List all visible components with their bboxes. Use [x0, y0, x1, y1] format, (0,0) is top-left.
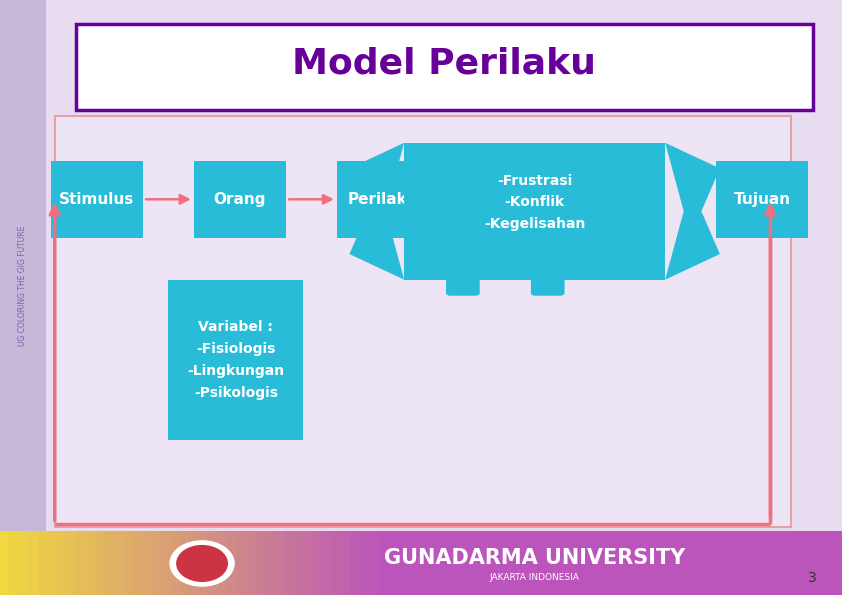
FancyBboxPatch shape — [189, 531, 199, 595]
FancyBboxPatch shape — [95, 531, 104, 595]
FancyBboxPatch shape — [168, 280, 303, 440]
FancyBboxPatch shape — [51, 161, 143, 238]
FancyBboxPatch shape — [57, 531, 67, 595]
FancyBboxPatch shape — [379, 531, 842, 595]
FancyBboxPatch shape — [38, 531, 47, 595]
Polygon shape — [665, 143, 720, 280]
FancyBboxPatch shape — [209, 531, 218, 595]
FancyBboxPatch shape — [171, 531, 180, 595]
FancyBboxPatch shape — [9, 531, 19, 595]
Text: Stimulus: Stimulus — [59, 192, 135, 207]
FancyBboxPatch shape — [350, 531, 360, 595]
FancyBboxPatch shape — [76, 24, 813, 110]
FancyBboxPatch shape — [114, 531, 123, 595]
FancyBboxPatch shape — [256, 531, 265, 595]
FancyBboxPatch shape — [47, 531, 57, 595]
FancyBboxPatch shape — [218, 531, 227, 595]
FancyBboxPatch shape — [194, 161, 286, 238]
FancyBboxPatch shape — [446, 277, 480, 296]
FancyBboxPatch shape — [133, 531, 142, 595]
Text: UG COLORING THE GIG FUTURE: UG COLORING THE GIG FUTURE — [19, 226, 27, 346]
FancyBboxPatch shape — [265, 531, 274, 595]
FancyBboxPatch shape — [161, 531, 171, 595]
Text: Perilaku: Perilaku — [348, 192, 418, 207]
FancyBboxPatch shape — [55, 116, 791, 527]
Text: GUNADARMA UNIVERSITY: GUNADARMA UNIVERSITY — [384, 547, 685, 568]
FancyBboxPatch shape — [370, 531, 379, 595]
FancyBboxPatch shape — [237, 531, 247, 595]
FancyBboxPatch shape — [332, 531, 341, 595]
FancyBboxPatch shape — [341, 531, 350, 595]
Text: -Frustrasi
-Konflik
-Kegelisahan: -Frustrasi -Konflik -Kegelisahan — [484, 174, 585, 231]
Text: JAKARTA INDONESIA: JAKARTA INDONESIA — [490, 572, 579, 582]
FancyBboxPatch shape — [404, 143, 665, 280]
Text: Orang: Orang — [214, 192, 266, 207]
FancyBboxPatch shape — [247, 531, 256, 595]
FancyBboxPatch shape — [285, 531, 294, 595]
FancyBboxPatch shape — [152, 531, 161, 595]
FancyBboxPatch shape — [104, 531, 114, 595]
FancyBboxPatch shape — [274, 531, 285, 595]
FancyBboxPatch shape — [29, 531, 38, 595]
FancyBboxPatch shape — [67, 531, 76, 595]
Text: Variabel :
-Fisiologis
-Lingkungan
-Psikologis: Variabel : -Fisiologis -Lingkungan -Psik… — [187, 321, 285, 399]
FancyBboxPatch shape — [199, 531, 209, 595]
FancyBboxPatch shape — [312, 531, 322, 595]
FancyBboxPatch shape — [0, 0, 46, 595]
FancyBboxPatch shape — [76, 531, 85, 595]
FancyBboxPatch shape — [716, 161, 808, 238]
Circle shape — [177, 546, 227, 581]
FancyBboxPatch shape — [530, 277, 565, 296]
Polygon shape — [349, 143, 404, 280]
Circle shape — [170, 541, 234, 586]
FancyBboxPatch shape — [294, 531, 303, 595]
FancyBboxPatch shape — [227, 531, 237, 595]
Text: Tujuan: Tujuan — [733, 192, 791, 207]
Text: 3: 3 — [808, 571, 817, 585]
FancyBboxPatch shape — [85, 531, 95, 595]
FancyBboxPatch shape — [322, 531, 332, 595]
FancyBboxPatch shape — [180, 531, 189, 595]
FancyBboxPatch shape — [303, 531, 312, 595]
Text: Model Perilaku: Model Perilaku — [292, 47, 596, 81]
FancyBboxPatch shape — [0, 531, 9, 595]
FancyBboxPatch shape — [360, 531, 370, 595]
FancyBboxPatch shape — [19, 531, 29, 595]
FancyBboxPatch shape — [142, 531, 152, 595]
FancyBboxPatch shape — [123, 531, 133, 595]
FancyBboxPatch shape — [337, 161, 429, 238]
